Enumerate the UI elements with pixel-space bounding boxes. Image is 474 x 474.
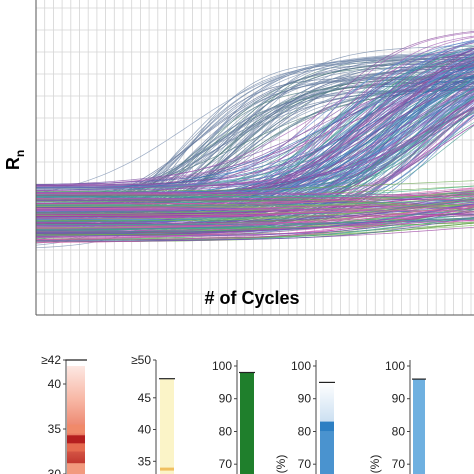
- curves: [35, 31, 474, 249]
- y-axis-label-subscript: n: [13, 150, 27, 157]
- gauge-unit-label: (%): [274, 455, 288, 474]
- amplification-curve: [35, 202, 474, 220]
- gauge-fill: [240, 372, 254, 474]
- gauge-tick-label: 80: [392, 425, 406, 439]
- plot-frame: [35, 0, 474, 316]
- amplification-plot: # of Cycles Rn: [3, 0, 474, 316]
- y-axis-label-group: Rn: [3, 150, 27, 170]
- gauge-band: [160, 467, 174, 471]
- amplification-curve: [35, 190, 474, 210]
- gauge-unit-label: (%): [368, 455, 382, 474]
- amplification-curve: [36, 192, 474, 197]
- gauge-tick-label: 90: [219, 392, 233, 406]
- gauge-tick-label: 45: [138, 391, 152, 405]
- gauge-2: ≥50 45 40 35: [131, 353, 175, 474]
- amplification-curve: [35, 217, 474, 225]
- gauge-3: 100 90 80 70: [212, 359, 255, 474]
- amplification-curve: [35, 66, 474, 213]
- gauge-band: [67, 443, 85, 452]
- x-axis-label: # of Cycles: [204, 288, 299, 308]
- amplification-curve: [36, 216, 474, 241]
- amplification-curve: [36, 195, 474, 199]
- amplification-curve: [36, 187, 474, 205]
- gauge-tick-label: 70: [219, 457, 233, 471]
- gauge-tick-label: 35: [48, 422, 62, 436]
- gauge-tick-label: 80: [219, 425, 233, 439]
- amplification-curve: [35, 71, 474, 193]
- gauge-tick-label: 70: [392, 457, 406, 471]
- amplification-curve: [36, 185, 474, 196]
- gauge-1: ≥42 40 35 30: [41, 353, 87, 474]
- gauge-5: 100 90 80 70 (%): [368, 359, 426, 474]
- amplification-curve: [35, 44, 474, 234]
- gauge-fill-lower: [320, 431, 334, 474]
- amplification-curve: [36, 49, 474, 198]
- amplification-curve: [36, 205, 474, 238]
- amplification-curve: [35, 196, 474, 208]
- gauge-tick-label: ≥42: [41, 353, 61, 367]
- amplification-curve: [36, 180, 474, 192]
- gauge-tick-label: 90: [298, 392, 312, 406]
- gauge-band: [67, 424, 85, 434]
- gauge-tick-label: 100: [212, 359, 232, 373]
- gauge-tick-label: 80: [298, 425, 312, 439]
- amplification-curve: [36, 190, 474, 215]
- gauge-tick-label: 100: [291, 359, 311, 373]
- amplification-curve: [35, 77, 474, 189]
- amplification-curve: [36, 193, 474, 216]
- amplification-curve: [36, 31, 474, 195]
- gauge-tick-label: ≥50: [131, 353, 151, 367]
- gauge-band: [320, 421, 334, 432]
- gauge-tick-label: 100: [385, 359, 405, 373]
- amplification-curve: [36, 199, 474, 201]
- gauge-tick-label: 35: [138, 454, 152, 468]
- gauge-4: 100 90 80 70 (%): [274, 359, 335, 474]
- y-axis-label: Rn: [3, 150, 27, 170]
- amplification-curve: [36, 199, 474, 207]
- gauge-band: [67, 463, 85, 474]
- gauge-band: [67, 435, 85, 444]
- gauge-fill: [67, 366, 85, 474]
- gauge-fill: [413, 379, 425, 474]
- amplification-curve: [36, 211, 474, 234]
- gauge-tick-label: 90: [392, 392, 406, 406]
- gauge-tick-label: 40: [48, 377, 62, 391]
- amplification-curve: [36, 205, 474, 229]
- amplification-curve: [36, 56, 474, 186]
- grid: [35, 0, 474, 315]
- gauge-fill: [160, 378, 174, 474]
- amplification-curve: [35, 42, 474, 187]
- amplification-curve: [36, 203, 474, 235]
- amplification-curve: [35, 208, 474, 212]
- gauge-tick-label: 40: [138, 423, 152, 437]
- gauge-panel: ≥42403530≥50454035100908070100908070(%)1…: [41, 353, 426, 474]
- amplification-curve: [35, 219, 474, 232]
- amplification-curve: [36, 207, 474, 236]
- amplification-curve: [36, 208, 474, 230]
- gauge-tick-label: 70: [298, 457, 312, 471]
- amplification-curve: [35, 51, 474, 194]
- gauge-tick-label: 30: [48, 467, 62, 474]
- y-axis-label-main: R: [3, 157, 23, 170]
